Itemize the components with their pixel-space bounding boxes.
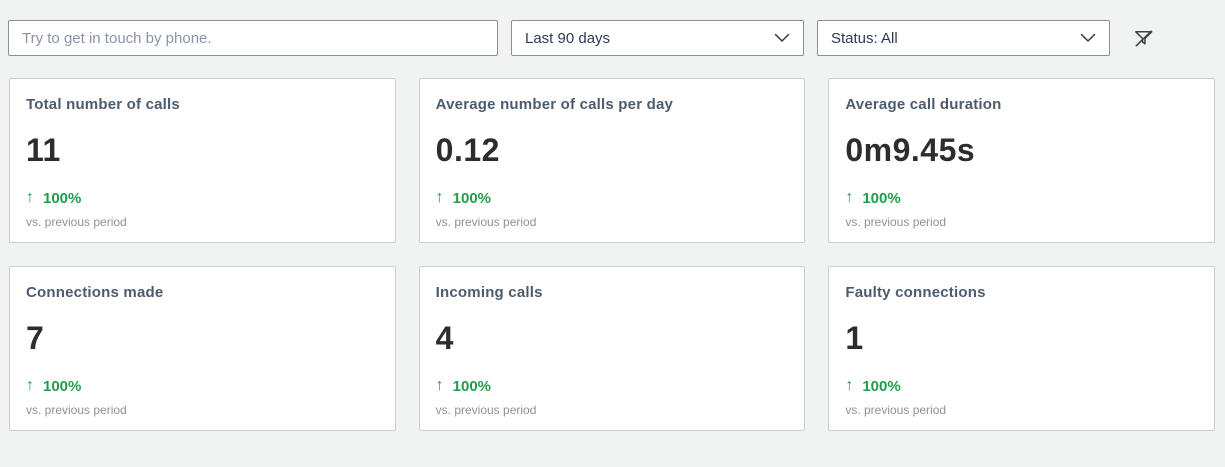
- stat-title: Incoming calls: [435, 284, 543, 301]
- stat-comparison-label: vs. previous period: [435, 403, 537, 417]
- stat-change: ↑ 100%: [436, 377, 789, 395]
- stat-change: ↑ 100%: [845, 377, 1198, 395]
- stats-grid: Total number of calls 11 ↑ 100% vs. prev…: [9, 78, 1215, 431]
- trend-up-icon: ↑: [26, 189, 34, 206]
- date-range-value: Last 90 days: [525, 29, 611, 47]
- trend-up-icon: ↑: [435, 189, 444, 206]
- filter-off-icon: [1132, 27, 1155, 50]
- stat-value: 11: [26, 132, 61, 168]
- stat-card-avg-calls-per-day: Average number of calls per day 0.12 ↑ 1…: [418, 78, 806, 243]
- stat-value: 4: [435, 320, 454, 356]
- stat-comparison-label: vs. previous period: [845, 403, 947, 417]
- stat-title: Average number of calls per day: [435, 96, 674, 113]
- clear-filters-button[interactable]: [1130, 25, 1156, 51]
- stat-change-percent: 100%: [452, 189, 492, 207]
- stat-title: Average call duration: [845, 96, 1002, 113]
- stat-card-avg-call-duration: Average call duration 0m9.45s ↑ 100% vs.…: [828, 78, 1215, 243]
- stat-change: ↑ 100%: [26, 189, 379, 207]
- stat-title: Connections made: [26, 284, 164, 301]
- stat-change-percent: 100%: [862, 377, 901, 395]
- status-value: Status: All: [831, 29, 898, 47]
- trend-up-icon: ↑: [435, 377, 444, 394]
- chevron-down-icon: [1080, 33, 1096, 43]
- stat-comparison-label: vs. previous period: [26, 403, 127, 417]
- stat-title: Faulty connections: [845, 284, 986, 301]
- stat-value: 1: [845, 320, 864, 356]
- stat-change-percent: 100%: [43, 377, 82, 395]
- stat-value: 7: [26, 320, 45, 356]
- stat-change: ↑ 100%: [26, 377, 379, 395]
- stat-card-incoming-calls: Incoming calls 4 ↑ 100% vs. previous per…: [418, 266, 806, 431]
- trend-up-icon: ↑: [845, 377, 854, 394]
- search-input[interactable]: [8, 20, 498, 56]
- stat-comparison-label: vs. previous period: [26, 215, 127, 229]
- status-dropdown[interactable]: Status: All: [817, 20, 1110, 56]
- stat-change-percent: 100%: [862, 189, 901, 207]
- trend-up-icon: ↑: [845, 189, 854, 206]
- stat-comparison-label: vs. previous period: [435, 215, 537, 229]
- chevron-down-icon: [774, 33, 790, 43]
- stat-card-faulty-connections: Faulty connections 1 ↑ 100% vs. previous…: [828, 266, 1215, 431]
- stat-card-connections-made: Connections made 7 ↑ 100% vs. previous p…: [9, 266, 396, 431]
- stat-value: 0.12: [435, 132, 500, 168]
- filters-toolbar: Last 90 days Status: All: [8, 20, 1217, 56]
- stat-card-total-calls: Total number of calls 11 ↑ 100% vs. prev…: [9, 78, 396, 243]
- trend-up-icon: ↑: [26, 377, 34, 394]
- stat-title: Total number of calls: [26, 96, 180, 113]
- stat-comparison-label: vs. previous period: [845, 215, 947, 229]
- stat-change-percent: 100%: [43, 189, 82, 207]
- stat-value: 0m9.45s: [845, 132, 976, 168]
- stat-change: ↑ 100%: [845, 189, 1198, 207]
- stat-change: ↑ 100%: [436, 189, 789, 207]
- stat-change-percent: 100%: [452, 377, 492, 395]
- date-range-dropdown[interactable]: Last 90 days: [511, 20, 804, 56]
